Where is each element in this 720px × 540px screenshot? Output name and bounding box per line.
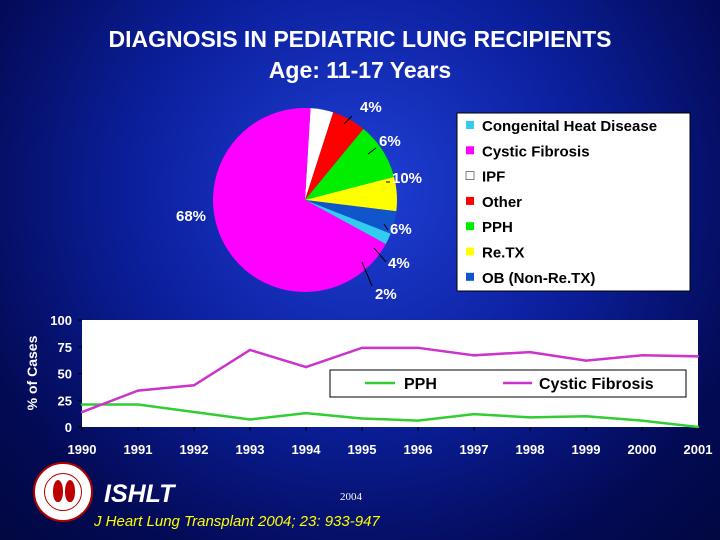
line-legend-label-pph: PPH bbox=[404, 376, 437, 393]
logo-lung-left bbox=[53, 480, 63, 502]
data-point-cystic-fibrosis bbox=[248, 348, 252, 352]
legend-label-ob-non-re-tx: OB (Non-Re.TX) bbox=[482, 270, 595, 287]
x-tick-label: 1994 bbox=[292, 442, 322, 457]
pie-slice-cystic-fibrosis bbox=[213, 108, 386, 292]
x-tick-label: 1996 bbox=[404, 442, 433, 457]
legend-label-ipf: IPF bbox=[482, 169, 505, 186]
data-point-cystic-fibrosis bbox=[192, 384, 196, 387]
pie-legend-box bbox=[456, 112, 691, 292]
pie-slice-ipf bbox=[305, 108, 334, 200]
ishlt-logo bbox=[33, 462, 93, 522]
x-tick-label: 1995 bbox=[348, 442, 377, 457]
pie-leader-line bbox=[383, 223, 389, 231]
pie-label-ipf: 4% bbox=[360, 99, 382, 116]
pie-label-congenital-heat-disease: 2% bbox=[375, 286, 397, 303]
series-line-pph bbox=[82, 403, 699, 429]
pie-leader-line bbox=[361, 261, 373, 287]
pie-leader-line bbox=[367, 147, 377, 155]
legend-swatch-ob-non-re-tx bbox=[466, 272, 474, 281]
pie-label-pph: 10% bbox=[392, 170, 422, 187]
data-point-pph bbox=[304, 411, 308, 415]
line-legend-label-cystic-fibrosis: Cystic Fibrosis bbox=[539, 376, 654, 393]
pie-leader-line bbox=[373, 247, 387, 263]
pie-slice-congenital-heat-disease bbox=[305, 200, 391, 245]
citation: J Heart Lung Transplant 2004; 23: 933-94… bbox=[94, 513, 380, 530]
pie-slice-re-tx bbox=[305, 176, 398, 212]
y-tick-label: 25 bbox=[58, 393, 72, 408]
legend-label-other: Other bbox=[482, 194, 522, 211]
line-legend: PPH Cystic Fibrosis bbox=[329, 369, 687, 398]
legend-label-re-tx: Re.TX bbox=[482, 245, 525, 262]
data-point-cystic-fibrosis bbox=[304, 365, 308, 369]
data-point-cystic-fibrosis bbox=[696, 355, 700, 358]
year-label: 2004 bbox=[340, 491, 362, 503]
y-axis: 0 25 50 75 100 % of Cases bbox=[24, 313, 82, 435]
legend-label-cystic-fibrosis: Cystic Fibrosis bbox=[482, 143, 590, 160]
x-axis: 1990 1991 1992 1993 1994 1995 1996 1997 1998 1999… bbox=[68, 427, 713, 457]
logo-lung-right bbox=[65, 480, 75, 502]
y-tick-label: 0 bbox=[65, 420, 72, 435]
data-point-cystic-fibrosis bbox=[472, 354, 476, 357]
y-tick-label: 100 bbox=[50, 313, 72, 328]
y-tick-label: 75 bbox=[58, 340, 72, 355]
chart-title: DIAGNOSIS IN PEDIATRIC LUNG RECIPIENTS bbox=[108, 26, 612, 52]
data-point-cystic-fibrosis bbox=[584, 359, 588, 362]
y-tick-label: 50 bbox=[58, 367, 72, 382]
data-point-pph bbox=[584, 415, 588, 418]
x-tick-label: 1998 bbox=[516, 442, 545, 457]
data-point-pph bbox=[472, 412, 476, 416]
line-series bbox=[80, 346, 700, 429]
pie-slice-pph bbox=[305, 128, 395, 200]
x-tick-label: 1999 bbox=[572, 442, 601, 457]
org-label: ISHLT bbox=[104, 480, 175, 508]
data-point-pph bbox=[136, 403, 140, 406]
y-axis-label: % of Cases bbox=[24, 335, 40, 410]
data-point-pph bbox=[696, 425, 700, 429]
pie-leader-line bbox=[343, 115, 353, 125]
pie-label-re-tx: 6% bbox=[390, 221, 412, 238]
data-point-pph bbox=[416, 419, 420, 422]
legend-swatch-congenital-heat-disease bbox=[466, 121, 474, 129]
legend-swatch-other bbox=[466, 196, 474, 205]
data-point-pph bbox=[192, 410, 196, 414]
x-tick-label: 1992 bbox=[180, 442, 209, 457]
chart-subtitle: Age: 11-17 Years bbox=[268, 57, 452, 83]
data-point-cystic-fibrosis bbox=[80, 410, 84, 414]
pie-label-other: 6% bbox=[379, 133, 401, 150]
data-point-cystic-fibrosis bbox=[360, 346, 364, 350]
data-point-cystic-fibrosis bbox=[416, 346, 420, 350]
pie-chart bbox=[213, 108, 398, 292]
legend-label-pph: PPH bbox=[482, 219, 513, 236]
legend-swatch-cystic-fibrosis bbox=[466, 146, 474, 155]
pie-legend: Congenital Heat Disease Cystic Fibrosis IP… bbox=[456, 112, 691, 292]
logo-ring bbox=[44, 473, 82, 511]
pie-label-ob-non-re-tx: 4% bbox=[388, 255, 410, 272]
data-point-cystic-fibrosis bbox=[640, 354, 644, 357]
x-tick-label: 2001 bbox=[684, 442, 713, 457]
data-point-pph bbox=[248, 418, 252, 421]
legend-swatch-ipf bbox=[465, 171, 475, 180]
pie-slice-ob-non-re-tx bbox=[305, 200, 397, 234]
legend-swatch-re-tx bbox=[466, 247, 474, 256]
pie-labels: 4% 6% 10% 6% 4% 2% 68% bbox=[176, 99, 422, 303]
x-tick-label: 1990 bbox=[68, 442, 97, 457]
legend-label-congenital-heat-disease: Congenital Heat Disease bbox=[482, 118, 657, 135]
series-line-cystic-fibrosis bbox=[81, 346, 699, 414]
pie-label-cystic-fibrosis: 68% bbox=[176, 208, 206, 225]
data-point-cystic-fibrosis bbox=[136, 389, 140, 392]
x-tick-label: 1997 bbox=[460, 442, 489, 457]
legend-swatch-pph bbox=[466, 222, 474, 231]
pie-slice-other bbox=[305, 112, 364, 200]
data-point-pph bbox=[360, 417, 364, 420]
x-tick-label: 1991 bbox=[124, 442, 153, 457]
data-point-cystic-fibrosis bbox=[528, 350, 532, 354]
data-point-pph bbox=[80, 403, 84, 406]
x-tick-label: 2000 bbox=[628, 442, 657, 457]
data-point-pph bbox=[640, 419, 644, 422]
x-tick-label: 1993 bbox=[236, 442, 265, 457]
data-point-pph bbox=[528, 416, 532, 419]
